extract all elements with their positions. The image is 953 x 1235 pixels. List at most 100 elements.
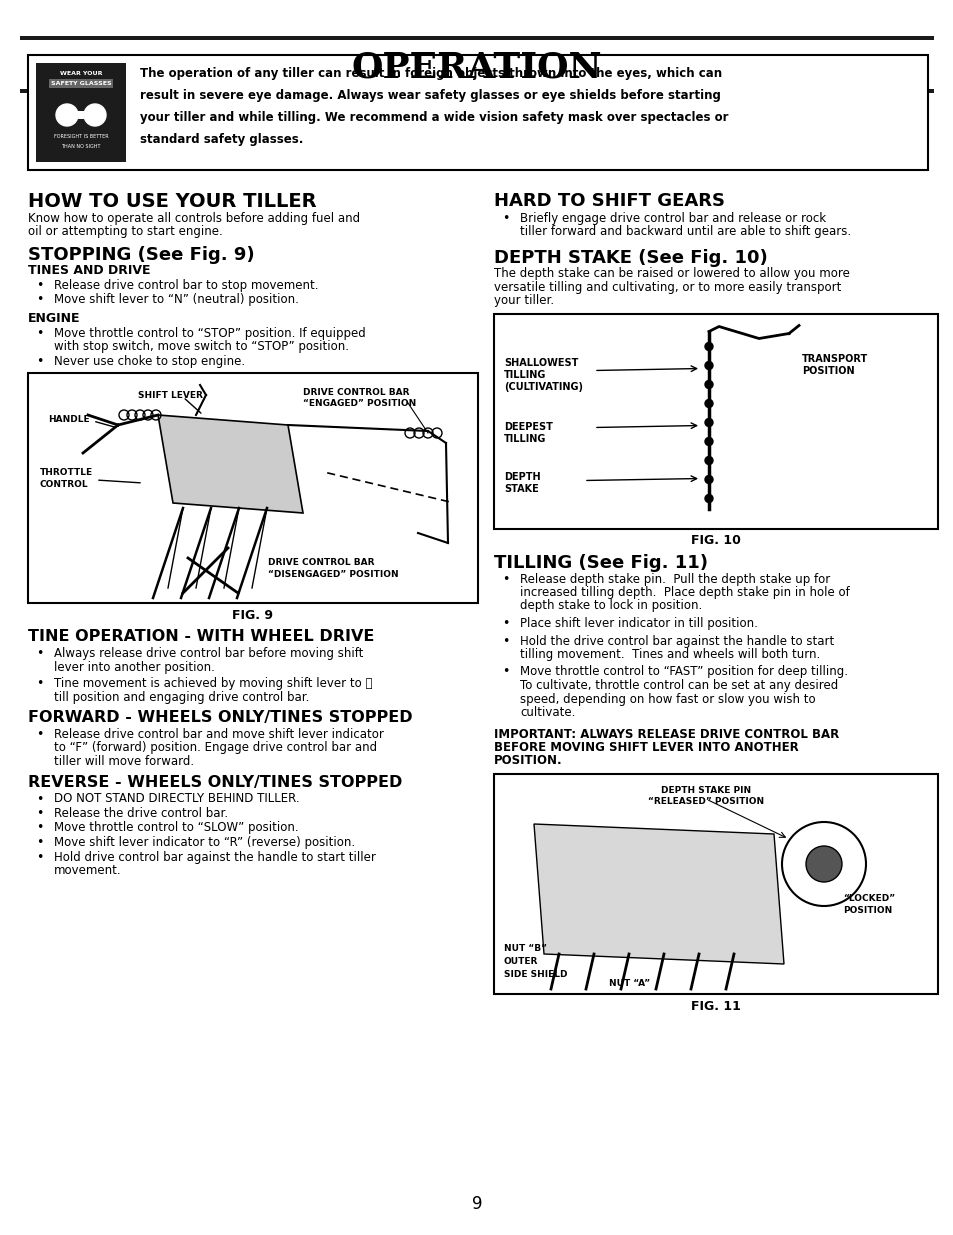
Circle shape [704,380,712,389]
Text: •: • [36,806,44,820]
Text: DRIVE CONTROL BAR: DRIVE CONTROL BAR [268,558,375,567]
Text: with stop switch, move switch to “STOP” position.: with stop switch, move switch to “STOP” … [54,340,349,353]
Text: •: • [502,573,509,585]
Text: •: • [36,727,44,741]
Text: Place shift lever indicator in till position.: Place shift lever indicator in till posi… [519,618,757,630]
Text: speed, depending on how fast or slow you wish to: speed, depending on how fast or slow you… [519,693,815,705]
Text: DEPTH: DEPTH [503,472,540,482]
Text: •: • [36,793,44,805]
Text: THROTTLE: THROTTLE [40,468,93,477]
Text: tiller will move forward.: tiller will move forward. [54,755,193,768]
Circle shape [805,846,841,882]
Text: standard safety glasses.: standard safety glasses. [140,133,303,146]
Text: •: • [502,212,509,225]
Text: TILLING: TILLING [503,370,546,380]
Text: 9: 9 [471,1195,482,1213]
Circle shape [704,437,712,446]
Text: HARD TO SHIFT GEARS: HARD TO SHIFT GEARS [494,191,724,210]
Text: to “F” (forward) position. Engage drive control bar and: to “F” (forward) position. Engage drive … [54,741,376,755]
Text: lever into another position.: lever into another position. [54,661,214,673]
Text: The depth stake can be raised or lowered to allow you more: The depth stake can be raised or lowered… [494,267,849,280]
Circle shape [84,104,106,126]
Text: POSITION: POSITION [801,366,854,375]
Text: Always release drive control bar before moving shift: Always release drive control bar before … [54,647,363,659]
Text: Know how to operate all controls before adding fuel and: Know how to operate all controls before … [28,212,359,225]
Text: DEPTH STAKE PIN: DEPTH STAKE PIN [660,785,750,795]
Text: increased tilling depth.  Place depth stake pin in hole of: increased tilling depth. Place depth sta… [519,585,849,599]
Bar [494,774,937,994]
Circle shape [704,419,712,426]
Bar [28,56,927,170]
Text: Tine movement is achieved by moving shift lever to Ⓣ: Tine movement is achieved by moving shif… [54,677,372,690]
Text: •: • [502,666,509,678]
Text: your tiller and while tilling. We recommend a wide vision safety mask over spect: your tiller and while tilling. We recomm… [140,111,728,124]
Text: HANDLE: HANDLE [48,415,90,424]
Text: tiller forward and backward until are able to shift gears.: tiller forward and backward until are ab… [519,226,850,238]
Text: (CULTIVATING): (CULTIVATING) [503,383,582,393]
Text: “LOCKED”: “LOCKED” [842,894,894,903]
Text: Release drive control bar and move shift lever indicator: Release drive control bar and move shift… [54,727,383,741]
Text: Move throttle control to “FAST” position for deep tilling.: Move throttle control to “FAST” position… [519,666,847,678]
Text: tilling movement.  Tines and wheels will both turn.: tilling movement. Tines and wheels will … [519,648,820,661]
Text: •: • [36,677,44,690]
Text: Release the drive control bar.: Release the drive control bar. [54,806,228,820]
Bar [78,111,84,119]
Text: Move throttle control to “STOP” position. If equipped: Move throttle control to “STOP” position… [54,326,365,340]
Text: oil or attempting to start engine.: oil or attempting to start engine. [28,226,222,238]
Text: “DISENGAGED” POSITION: “DISENGAGED” POSITION [268,571,398,579]
Text: DO NOT STAND DIRECTLY BEHIND TILLER.: DO NOT STAND DIRECTLY BEHIND TILLER. [54,793,299,805]
Text: •: • [36,647,44,659]
Text: •: • [36,279,44,291]
Text: DEEPEST: DEEPEST [503,421,553,431]
Polygon shape [158,415,303,513]
Text: DRIVE CONTROL BAR: DRIVE CONTROL BAR [303,388,409,396]
Text: Hold the drive control bar against the handle to start: Hold the drive control bar against the h… [519,635,833,647]
Text: POSITION: POSITION [842,906,891,915]
Bar [20,89,933,93]
Text: To cultivate, throttle control can be set at any desired: To cultivate, throttle control can be se… [519,679,838,692]
Text: The operation of any tiller can result in foreign objects thrown into the eyes, : The operation of any tiller can result i… [140,67,721,80]
Text: NUT “A”: NUT “A” [608,979,649,988]
Text: Move throttle control to “SLOW” position.: Move throttle control to “SLOW” position… [54,821,298,835]
Text: OPERATION: OPERATION [352,49,601,84]
Text: Release depth stake pin.  Pull the depth stake up for: Release depth stake pin. Pull the depth … [519,573,829,585]
Text: TINES AND DRIVE: TINES AND DRIVE [28,263,151,277]
Text: till position and engaging drive control bar.: till position and engaging drive control… [54,690,309,704]
Text: NUT “B”: NUT “B” [503,944,546,953]
Text: FIG. 10: FIG. 10 [690,535,740,547]
Text: •: • [36,293,44,306]
Text: IMPORTANT: ALWAYS RELEASE DRIVE CONTROL BAR: IMPORTANT: ALWAYS RELEASE DRIVE CONTROL … [494,727,839,741]
Text: FIG. 9: FIG. 9 [233,609,274,622]
Text: STOPPING (See Fig. 9): STOPPING (See Fig. 9) [28,246,254,263]
Text: •: • [36,356,44,368]
Text: •: • [36,836,44,848]
Text: •: • [502,618,509,630]
Circle shape [704,342,712,351]
Text: •: • [36,821,44,835]
Text: “RELEASED” POSITION: “RELEASED” POSITION [647,797,763,806]
Text: •: • [502,635,509,647]
Text: WEAR YOUR: WEAR YOUR [60,70,102,77]
Text: •: • [36,851,44,863]
Text: SHIFT LEVER: SHIFT LEVER [138,391,203,400]
Bar [494,314,937,529]
Text: depth stake to lock in position.: depth stake to lock in position. [519,599,701,613]
Text: TILLING: TILLING [503,433,546,443]
Text: TILLING (See Fig. 11): TILLING (See Fig. 11) [494,555,707,573]
Text: CONTROL: CONTROL [40,480,89,489]
Text: Hold drive control bar against the handle to start tiller: Hold drive control bar against the handl… [54,851,375,863]
Circle shape [704,475,712,483]
Circle shape [704,362,712,369]
Text: SAFETY GLASSES: SAFETY GLASSES [51,82,112,86]
Text: OUTER: OUTER [503,957,537,966]
Text: POSITION.: POSITION. [494,755,562,767]
Bar [28,373,477,603]
Text: THAN NO SIGHT: THAN NO SIGHT [61,144,101,149]
Text: TRANSPORT: TRANSPORT [801,353,867,363]
Text: Never use choke to stop engine.: Never use choke to stop engine. [54,356,245,368]
Text: STAKE: STAKE [503,483,538,494]
Bar [36,63,126,162]
Text: “ENGAGED” POSITION: “ENGAGED” POSITION [303,399,416,408]
Text: Briefly engage drive control bar and release or rock: Briefly engage drive control bar and rel… [519,212,825,225]
Text: BEFORE MOVING SHIFT LEVER INTO ANOTHER: BEFORE MOVING SHIFT LEVER INTO ANOTHER [494,741,798,755]
